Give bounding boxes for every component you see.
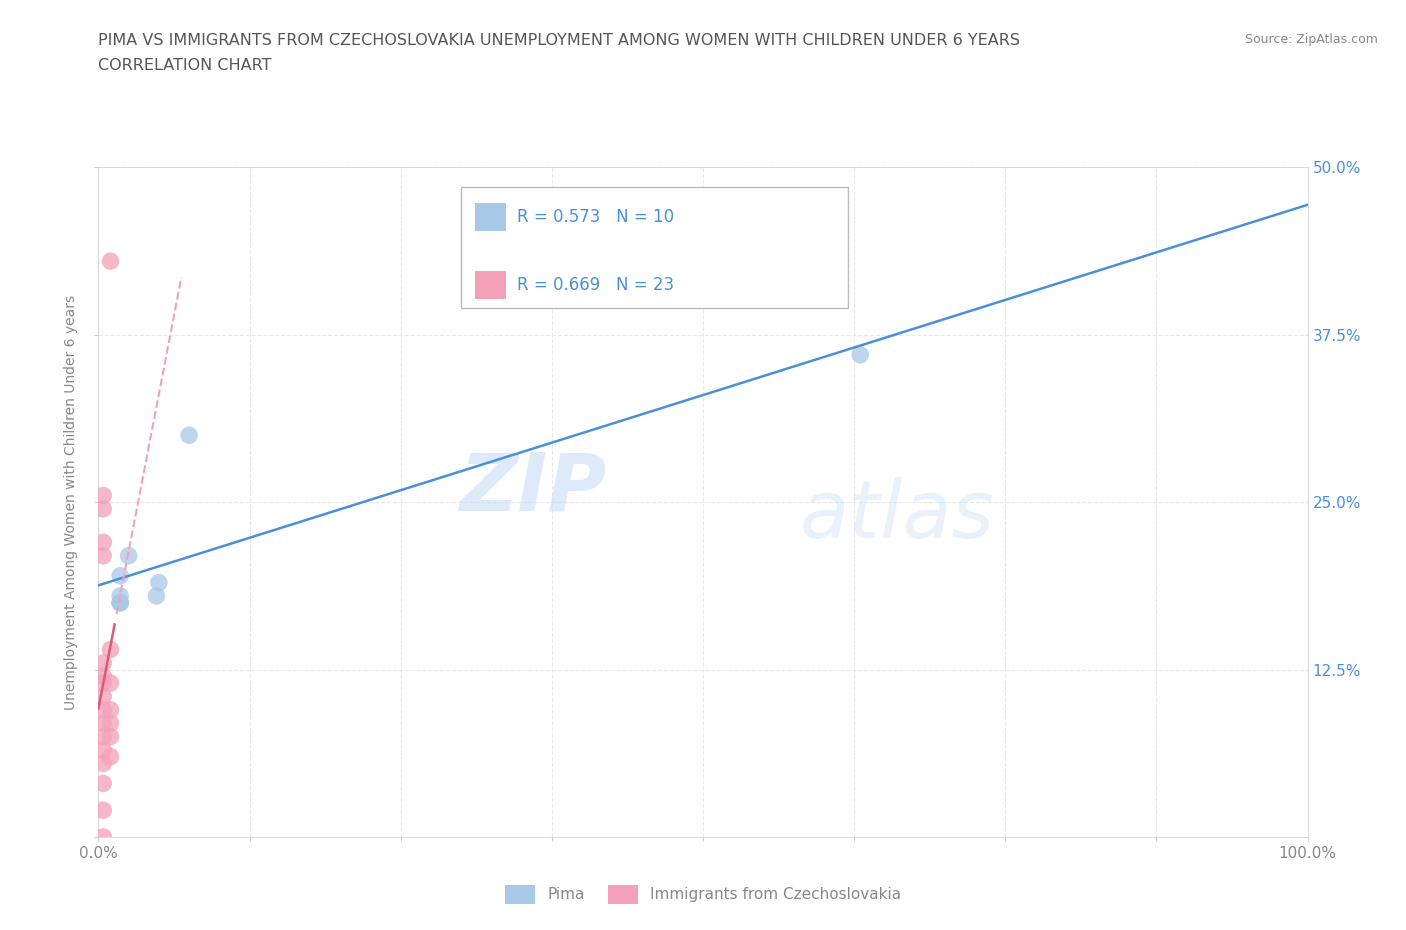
Point <box>100 702 122 717</box>
Point <box>91 501 114 516</box>
Point <box>91 702 114 717</box>
Point <box>91 830 114 844</box>
Point <box>100 750 122 764</box>
Legend: Pima, Immigrants from Czechoslovakia: Pima, Immigrants from Czechoslovakia <box>498 879 908 910</box>
Point <box>145 589 167 604</box>
Point <box>179 428 201 443</box>
Point <box>91 756 114 771</box>
Point <box>91 675 114 690</box>
Point <box>91 776 114 790</box>
Y-axis label: Unemployment Among Women with Children Under 6 years: Unemployment Among Women with Children U… <box>65 295 79 710</box>
Text: ZIP: ZIP <box>458 450 606 528</box>
Point <box>100 729 122 744</box>
Text: PIMA VS IMMIGRANTS FROM CZECHOSLOVAKIA UNEMPLOYMENT AMONG WOMEN WITH CHILDREN UN: PIMA VS IMMIGRANTS FROM CZECHOSLOVAKIA U… <box>98 33 1021 47</box>
Point <box>91 656 114 671</box>
Point <box>91 549 114 564</box>
Point <box>108 595 131 610</box>
Point <box>100 675 122 690</box>
Point <box>91 716 114 731</box>
Point <box>91 488 114 503</box>
Point <box>91 803 114 817</box>
Point <box>91 729 114 744</box>
Text: atlas: atlas <box>800 476 994 554</box>
Text: CORRELATION CHART: CORRELATION CHART <box>98 58 271 73</box>
Text: R = 0.573   N = 10: R = 0.573 N = 10 <box>517 208 675 226</box>
Point <box>108 568 131 583</box>
Point <box>100 642 122 657</box>
Point <box>91 669 114 684</box>
Point <box>100 254 122 269</box>
Point <box>91 689 114 704</box>
Point <box>91 742 114 757</box>
Point <box>91 535 114 550</box>
Point <box>108 595 131 610</box>
Text: R = 0.669   N = 23: R = 0.669 N = 23 <box>517 276 675 294</box>
Point <box>148 575 170 590</box>
Point <box>108 589 131 604</box>
Point <box>108 595 131 610</box>
Point <box>849 348 872 363</box>
Text: Source: ZipAtlas.com: Source: ZipAtlas.com <box>1244 33 1378 46</box>
Point <box>118 549 141 564</box>
Point <box>100 716 122 731</box>
